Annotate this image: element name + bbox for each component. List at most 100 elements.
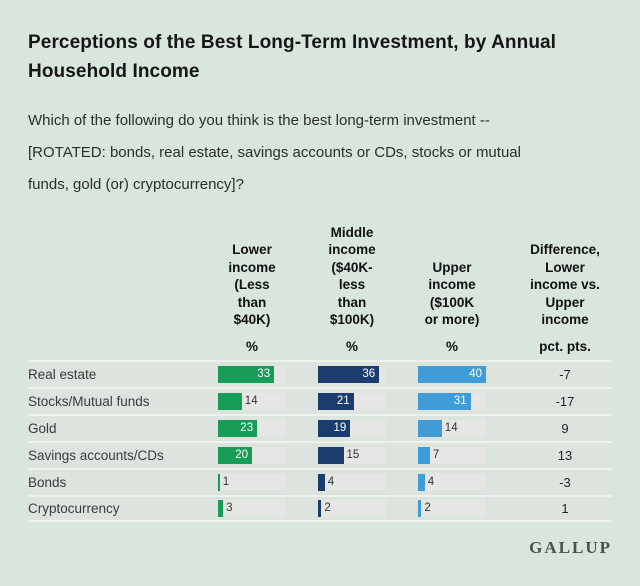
bar-cell: 33 — [218, 365, 318, 383]
percent-sign-upper: % — [445, 338, 458, 354]
bar-value: 23 — [240, 421, 254, 434]
bar-cell: 4 — [318, 473, 418, 491]
bar-track: 14 — [218, 392, 286, 410]
chart-rows: Real estate 33 36 40 -7 Stocks/Mutual funds 14… — [28, 359, 612, 522]
bar-track: 2 — [418, 499, 486, 517]
bar-value: 14 — [244, 394, 258, 407]
bar — [418, 473, 425, 491]
column-header-middle-income: Middle income ($40K- less than $100K) — [328, 224, 376, 328]
bar-cell: 1 — [218, 473, 318, 491]
bar-value: 36 — [362, 367, 376, 380]
bar-value: 20 — [235, 448, 248, 461]
bar: 31 — [418, 392, 471, 410]
bar-cell: 21 — [318, 392, 418, 410]
bar-value: 14 — [444, 421, 458, 434]
pct-pts-label: pct. pts. — [539, 338, 591, 354]
column-headers: Lower income (Less than $40K) Middle inc… — [28, 224, 612, 329]
bar: 21 — [318, 392, 354, 410]
bar-cell: 3 — [218, 499, 318, 517]
bar-track: 14 — [418, 419, 486, 437]
percent-sign-middle: % — [345, 338, 358, 354]
bar: 19 — [318, 419, 351, 437]
bar-track: 31 — [418, 392, 486, 410]
bar-value: 2 — [424, 501, 431, 514]
difference-value: -3 — [559, 474, 571, 490]
row-label: Savings accounts/CDs — [28, 447, 164, 463]
bar-value: 4 — [327, 475, 335, 488]
row-label: Gold — [28, 420, 57, 436]
percent-sign-lower: % — [245, 338, 258, 354]
bar-track: 23 — [218, 419, 286, 437]
bar-track: 3 — [218, 499, 286, 517]
bar-value: 2 — [324, 501, 331, 514]
column-header-lower-income: Lower income (Less than $40K) — [228, 242, 276, 328]
chart-subtitle: Which of the following do you think is t… — [28, 111, 521, 194]
bar-track: 4 — [318, 473, 386, 491]
bar-cell: 14 — [218, 392, 318, 410]
unit-row: % % % pct. pts. — [28, 339, 612, 354]
bar-track: 33 — [218, 365, 286, 383]
bar-value: 4 — [427, 475, 435, 488]
difference-value: 9 — [561, 420, 569, 436]
row-label-spacer — [28, 339, 218, 354]
difference-value: -17 — [555, 393, 575, 409]
chart-title: Perceptions of the Best Long-Term Invest… — [28, 32, 557, 83]
column-header-upper-income: Upper income ($100K or more) — [424, 259, 480, 328]
bar-cell: 2 — [318, 499, 418, 517]
bar-track: 19 — [318, 419, 386, 437]
bar-cell: 15 — [318, 446, 418, 464]
table-row: Stocks/Mutual funds 14 21 31 -17 — [28, 386, 612, 414]
table-row: Savings accounts/CDs 20 15 7 13 — [28, 440, 612, 468]
bar — [318, 446, 344, 464]
column-header-difference: Difference, Lower income vs. Upper incom… — [530, 242, 600, 328]
unit-cell: % — [218, 339, 318, 354]
bar-cell: 20 — [218, 446, 318, 464]
bar: 36 — [318, 365, 380, 383]
row-label: Stocks/Mutual funds — [28, 393, 150, 409]
difference-value: -7 — [559, 366, 571, 382]
gallup-logo: GALLUP — [529, 537, 612, 557]
bar — [318, 499, 322, 517]
bar — [218, 392, 242, 410]
column-header-cell: Difference, Lower income vs. Upper incom… — [518, 241, 612, 329]
bar-value: 3 — [226, 501, 233, 514]
bar-value: 33 — [257, 367, 271, 380]
chart-card: Perceptions of the Best Long-Term Invest… — [28, 32, 612, 557]
bar-cell: 2 — [418, 499, 518, 517]
bar-value: 21 — [336, 394, 350, 407]
bar-track: 40 — [418, 365, 486, 383]
bar — [218, 499, 224, 517]
bar-value: 15 — [346, 448, 360, 461]
bar-track: 1 — [218, 473, 286, 491]
bar — [418, 419, 442, 437]
bar-value: 1 — [222, 475, 230, 488]
unit-cell: % — [318, 339, 418, 354]
bar-value: 7 — [432, 448, 440, 461]
chart-table: Lower income (Less than $40K) Middle inc… — [28, 224, 612, 522]
bar-cell: 40 — [418, 365, 518, 383]
table-row: Bonds 1 4 4 -3 — [28, 467, 612, 495]
column-header-cell: Lower income (Less than $40K) — [218, 241, 318, 329]
bar-value: 40 — [469, 367, 482, 380]
bar: 40 — [418, 365, 486, 383]
table-row: Gold 23 19 14 9 — [28, 413, 612, 441]
bar: 20 — [218, 446, 252, 464]
row-label: Real estate — [28, 366, 97, 382]
unit-cell: % — [418, 339, 518, 354]
difference-value: 1 — [561, 500, 569, 516]
bar-cell: 31 — [418, 392, 518, 410]
bar-cell: 36 — [318, 365, 418, 383]
bar-cell: 19 — [318, 419, 418, 437]
bar — [418, 446, 430, 464]
column-header-cell: Upper income ($100K or more) — [418, 259, 518, 329]
bar-track: 21 — [318, 392, 386, 410]
bar — [218, 473, 220, 491]
bar: 33 — [218, 365, 275, 383]
unit-cell: pct. pts. — [518, 339, 612, 354]
bar — [418, 499, 422, 517]
difference-value: 13 — [557, 447, 573, 463]
bar-track: 2 — [318, 499, 386, 517]
bar-track: 4 — [418, 473, 486, 491]
bar-cell: 4 — [418, 473, 518, 491]
column-header-cell: Middle income ($40K- less than $100K) — [318, 224, 418, 329]
